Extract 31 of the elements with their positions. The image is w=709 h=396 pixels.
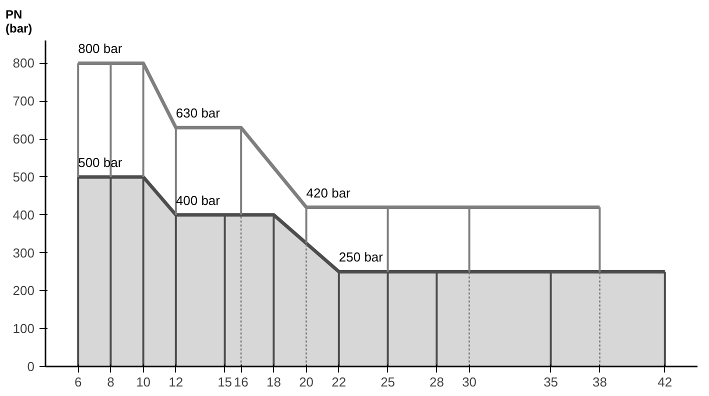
x-tick-label: 8 xyxy=(107,374,114,390)
y-tick-label: 500 xyxy=(12,169,35,184)
annotation: 250 bar xyxy=(338,250,384,265)
annotation: 400 bar xyxy=(176,192,221,208)
x-tick-label: 16 xyxy=(234,374,248,390)
y-tick-label: 300 xyxy=(12,245,35,260)
x-tick-label: 20 xyxy=(299,374,314,390)
y-tick-label: 700 xyxy=(12,94,35,109)
y-tick-label: 200 xyxy=(12,283,35,298)
x-tick-label: 18 xyxy=(266,374,281,390)
annotation: 420 bar xyxy=(306,185,352,200)
x-tick-label: 25 xyxy=(380,374,396,390)
x-tick-label: 42 xyxy=(658,374,672,390)
x-tick-label: 12 xyxy=(168,374,184,390)
y-axis-title: PN (bar) xyxy=(6,8,32,36)
y-tick-label: 800 xyxy=(12,56,35,71)
y-tick-label: 0 xyxy=(27,359,35,374)
annotation: 500 bar xyxy=(78,154,123,170)
x-tick-label: 35 xyxy=(544,374,558,390)
x-tick-label: 22 xyxy=(332,374,346,390)
y-tick-label: 400 xyxy=(12,207,35,222)
x-tick-label: 38 xyxy=(592,374,607,390)
x-tick-label: 15 xyxy=(218,374,232,390)
x-tick-label: 30 xyxy=(462,374,477,390)
x-tick-label: 10 xyxy=(136,374,151,390)
x-tick-label: 6 xyxy=(74,374,82,390)
x-tick-label: 28 xyxy=(429,374,444,390)
y-tick-label: 600 xyxy=(12,132,35,147)
annotation: 630 bar xyxy=(176,106,221,121)
y-tick-label: 100 xyxy=(12,321,35,336)
annotation: 800 bar xyxy=(78,41,123,56)
